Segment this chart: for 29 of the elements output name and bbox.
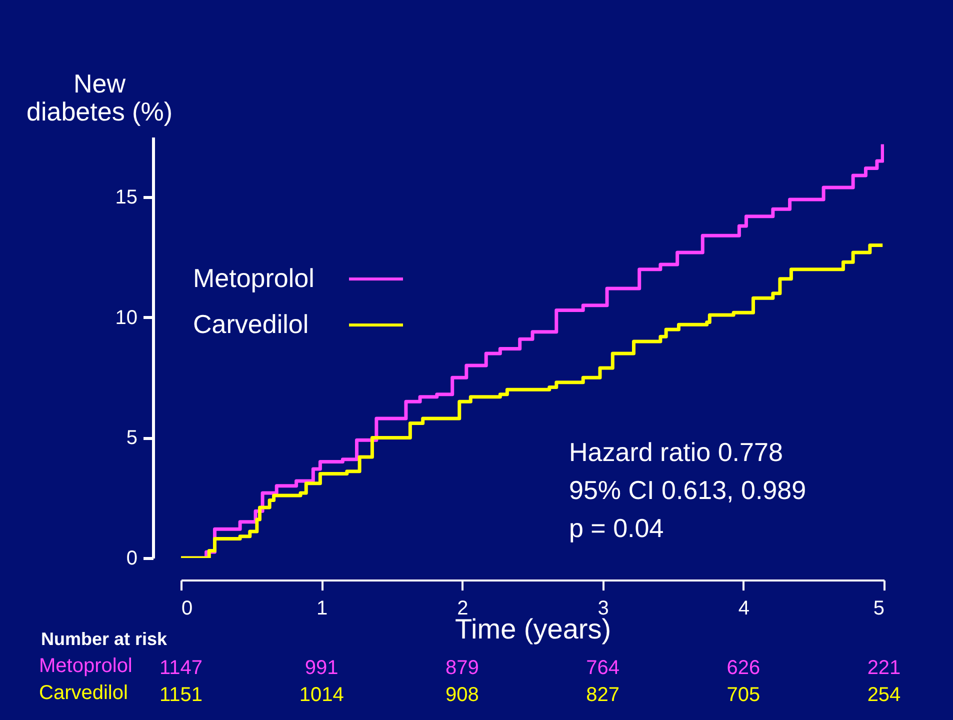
x-tick-label: 4: [738, 598, 750, 620]
x-tick-label: 5: [873, 598, 884, 620]
y-tick-label: 10: [115, 306, 138, 329]
text: 1014: [299, 684, 344, 706]
text: 908: [446, 684, 479, 706]
y-tick-label: 5: [126, 427, 138, 450]
text: 221: [867, 657, 901, 679]
text: Metoprolol: [39, 655, 132, 677]
annotation: 95% CI 0.613, 0.989: [569, 475, 806, 505]
text: 827: [586, 684, 620, 706]
annotation: Hazard ratio 0.778: [569, 437, 783, 467]
text: 254: [867, 684, 901, 706]
x-tick-label: 0: [182, 598, 193, 620]
y-tick-label: 0: [126, 548, 138, 570]
text: 626: [726, 657, 760, 679]
text: 705: [726, 684, 760, 706]
text: Number at risk: [41, 629, 168, 649]
text: 879: [446, 657, 479, 679]
y-axis-title: New diabetes (%): [26, 68, 172, 126]
legend-label: Carvedilol: [193, 309, 309, 339]
text: 1147: [159, 657, 203, 679]
text: 991: [304, 657, 338, 679]
x-tick-label: 1: [316, 598, 328, 620]
text: 764: [586, 657, 620, 679]
text: 1151: [159, 684, 203, 706]
y-tick-label: 15: [115, 186, 138, 209]
legend-label: Metoprolol: [193, 263, 314, 293]
text: Carvedilol: [39, 682, 128, 704]
annotation: p = 0.04: [569, 513, 664, 543]
